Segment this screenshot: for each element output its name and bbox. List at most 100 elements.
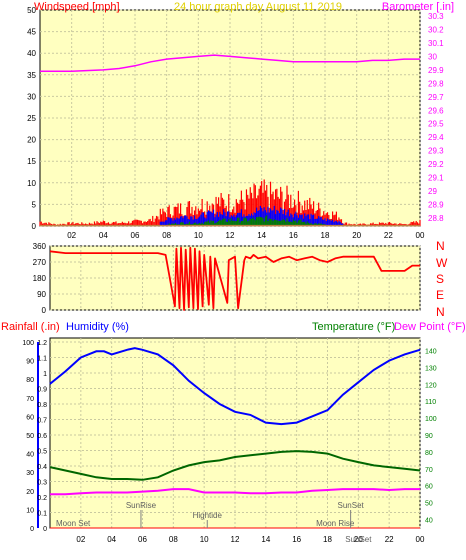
- rainfall-tick-label: 40: [26, 452, 34, 459]
- humidity-title: Humidity (%): [66, 321, 129, 333]
- temperature-time-tick-label: 02: [76, 535, 85, 544]
- humidity-tick-label: 0.3: [37, 480, 47, 487]
- humidity-tick-label: 0.8: [37, 402, 47, 409]
- direction-tick-label: 90: [37, 290, 46, 299]
- compass-label-south: S: [436, 272, 444, 286]
- windspeed-tick-label: 25: [27, 114, 36, 123]
- windspeed-tick-label: 20: [27, 136, 36, 145]
- rainfall-tick-label: 90: [26, 359, 34, 366]
- graph-date-title: 24 hour graph day August 11 2019: [174, 1, 342, 13]
- temperature-time-tick-label: 10: [200, 535, 209, 544]
- humidity-tick-label: 0.5: [37, 449, 47, 456]
- windspeed-tick-label: 5: [32, 200, 37, 209]
- barometer-tick-label: 28.8: [428, 214, 444, 223]
- temperature-time-tick-label: 18: [323, 535, 332, 544]
- temperature-axis: 40 50 60 70 80 90 100 110 120 130 140: [425, 348, 437, 524]
- barometer-tick-label: 29.4: [428, 133, 444, 142]
- temperature-tick-label: 80: [425, 450, 433, 457]
- rainfall-axis: 0 10 20 30 40 50 60 70 80 90 100: [22, 340, 39, 533]
- wind-time-tick-label: 02: [67, 231, 76, 240]
- barometer-tick-label: 29.9: [428, 66, 444, 75]
- rainfall-tick-label: 20: [26, 489, 34, 496]
- windspeed-tick-label: 40: [27, 49, 36, 58]
- direction-tick-label: 270: [33, 258, 47, 267]
- windspeed-tick-label: 50: [27, 6, 36, 15]
- direction-marks: [49, 246, 420, 311]
- temperature-tick-label: 100: [425, 416, 437, 423]
- windspeed-tick-label: 35: [27, 71, 36, 80]
- dew-point-line: [50, 488, 420, 496]
- windspeed-axis: 0 5 10 15 20 25 30 35 40 45 50: [27, 6, 36, 231]
- direction-tick-label: 180: [33, 274, 47, 283]
- humidity-tick-label: 0.4: [37, 464, 47, 471]
- direction-tick-label: 0: [42, 306, 47, 315]
- rainfall-tick-label: 100: [22, 340, 34, 347]
- barometer-axis: 28.8 28.9 29 29.1 29.2 29.3 29.4 29.5 29.6 29.7 29…: [428, 12, 444, 223]
- temperature-tick-label: 120: [425, 382, 437, 389]
- wind-time-tick-label: 16: [289, 231, 298, 240]
- event-label: SunSet: [345, 535, 372, 544]
- barometer-tick-label: 29.6: [428, 106, 444, 115]
- barometer-line: [40, 54, 420, 72]
- barometer-tick-label: 30: [428, 52, 437, 61]
- direction-tick-label: 360: [33, 242, 47, 251]
- temperature-time-tick-label: 20: [354, 535, 363, 544]
- windspeed-tick-label: 0: [32, 222, 37, 231]
- humidity-tick-label: 0.2: [37, 495, 47, 502]
- humidity-tick-label: 0: [43, 526, 47, 533]
- compass-label-west: W: [436, 256, 448, 270]
- humidity-tick-label: 1.1: [37, 356, 47, 363]
- temperature-time-tick-label: 14: [261, 535, 270, 544]
- humidity-tick-label: 0.1: [37, 511, 47, 518]
- windspeed-title: Windspeed [mph]: [34, 1, 120, 13]
- barometer-tick-label: 29.8: [428, 79, 444, 88]
- temperature-time-tick-label: 00: [416, 535, 425, 544]
- temperature-marks: [49, 347, 421, 529]
- dew-point-title: Dew Point (°F): [394, 321, 466, 333]
- barometer-tick-label: 29.5: [428, 120, 444, 129]
- barometer-tick-label: 29.7: [428, 93, 444, 102]
- rainfall-tick-label: 10: [26, 507, 34, 514]
- wind-time-tick-label: 12: [226, 231, 235, 240]
- temperature-title: Temperature (°F): [312, 321, 395, 333]
- temperature-time-tick-label: 04: [107, 535, 116, 544]
- rainfall-tick-label: 80: [26, 377, 34, 384]
- temperature-time-tick-label: 06: [138, 535, 147, 544]
- windspeed-tick-label: 10: [27, 179, 36, 188]
- wind-time-tick-label: 10: [194, 231, 203, 240]
- windspeed-tick-label: 30: [27, 92, 36, 101]
- event-label: Moon Set: [56, 519, 91, 528]
- temperature-plot-area: [49, 337, 421, 529]
- direction-axis: 0 90 180 270 360: [33, 242, 47, 315]
- barometer-tick-label: 30.1: [428, 39, 444, 48]
- wind-time-tick-label: 06: [131, 231, 140, 240]
- temperature-tick-label: 40: [425, 518, 433, 525]
- rainfall-tick-label: 70: [26, 396, 34, 403]
- event-label: SunRise: [126, 501, 157, 510]
- temperature-time-tick-label: 22: [385, 535, 394, 544]
- temperature-tick-label: 110: [425, 399, 436, 406]
- wind-time-tick-label: 04: [99, 231, 108, 240]
- windspeed-tick-label: 15: [27, 157, 36, 166]
- astronomy-events: Moon Set SunRise Hightide SunSet Moon Rise Su…: [56, 501, 372, 544]
- windspeed-tick-label: 45: [27, 28, 36, 37]
- temperature-tick-label: 60: [425, 484, 433, 491]
- barometer-tick-label: 29.1: [428, 174, 444, 183]
- temperature-tick-label: 50: [425, 501, 433, 508]
- event-label: Hightide: [193, 511, 223, 520]
- rainfall-tick-label: 50: [26, 433, 34, 440]
- wind-time-tick-label: 00: [416, 231, 425, 240]
- humidity-tick-label: 1.2: [37, 340, 47, 347]
- temperature-line: [49, 450, 421, 481]
- barometer-title: Barometer [.in]: [382, 1, 454, 13]
- temperature-time-tick-label: 12: [231, 535, 240, 544]
- barometer-tick-label: 28.9: [428, 201, 444, 210]
- rainfall-tick-label: 60: [26, 414, 34, 421]
- humidity-line: [49, 347, 421, 426]
- humidity-axis: 0 0.1 0.2 0.3 0.4 0.5 0.6 0.7 0.8 0.9 1 1.1 1.2: [37, 340, 47, 533]
- barometer-tick-label: 30.3: [428, 12, 444, 21]
- compass-label-east: E: [436, 288, 444, 302]
